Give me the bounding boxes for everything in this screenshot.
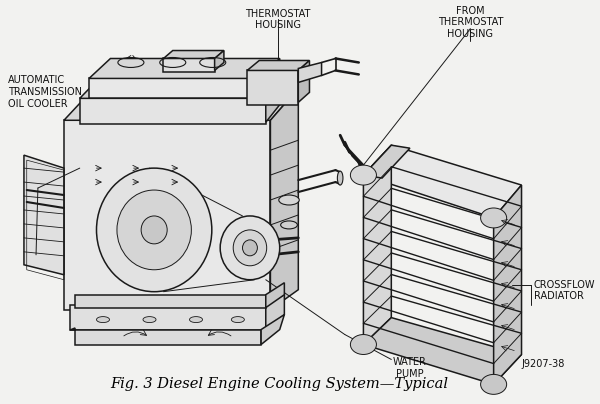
- Polygon shape: [364, 145, 521, 218]
- Polygon shape: [271, 88, 298, 309]
- Circle shape: [141, 216, 167, 244]
- Ellipse shape: [481, 208, 506, 228]
- Polygon shape: [298, 61, 310, 102]
- Ellipse shape: [143, 317, 156, 322]
- Polygon shape: [364, 318, 521, 384]
- Text: WATER
PUMP: WATER PUMP: [393, 358, 427, 379]
- Polygon shape: [80, 72, 287, 98]
- Circle shape: [117, 190, 191, 270]
- Text: THERMOSTAT
HOUSING: THERMOSTAT HOUSING: [245, 8, 311, 30]
- Polygon shape: [163, 50, 224, 59]
- Polygon shape: [364, 145, 410, 178]
- Text: Fig. 3 Diesel Engine Cooling System—Typical: Fig. 3 Diesel Engine Cooling System—Typi…: [111, 377, 449, 391]
- Ellipse shape: [281, 221, 298, 229]
- Text: J9207-38: J9207-38: [521, 360, 565, 369]
- Polygon shape: [89, 59, 280, 78]
- Circle shape: [233, 230, 266, 266]
- Polygon shape: [261, 59, 280, 95]
- Polygon shape: [24, 155, 64, 275]
- Ellipse shape: [279, 195, 299, 205]
- Ellipse shape: [481, 375, 506, 394]
- Polygon shape: [215, 50, 224, 70]
- Polygon shape: [266, 72, 287, 122]
- Polygon shape: [266, 283, 284, 307]
- Polygon shape: [261, 315, 284, 345]
- Polygon shape: [494, 185, 521, 384]
- Polygon shape: [364, 145, 391, 345]
- Text: AUTOMATIC
TRANSMISSION
OIL COOLER: AUTOMATIC TRANSMISSION OIL COOLER: [8, 76, 82, 109]
- Circle shape: [242, 240, 257, 256]
- Polygon shape: [75, 295, 266, 307]
- Ellipse shape: [350, 335, 376, 354]
- Ellipse shape: [232, 317, 244, 322]
- Ellipse shape: [350, 165, 376, 185]
- Circle shape: [97, 168, 212, 292]
- Polygon shape: [247, 70, 298, 105]
- Polygon shape: [70, 305, 266, 330]
- Ellipse shape: [337, 171, 343, 185]
- Polygon shape: [298, 63, 322, 82]
- Polygon shape: [266, 295, 284, 330]
- Polygon shape: [64, 88, 298, 120]
- Polygon shape: [247, 61, 310, 70]
- Ellipse shape: [97, 317, 110, 322]
- Circle shape: [220, 216, 280, 280]
- Polygon shape: [70, 328, 261, 345]
- Text: FROM
THERMOSTAT
HOUSING: FROM THERMOSTAT HOUSING: [437, 6, 503, 39]
- Ellipse shape: [190, 317, 203, 322]
- Polygon shape: [80, 98, 266, 124]
- Polygon shape: [64, 120, 271, 309]
- Text: CROSSFLOW
RADIATOR: CROSSFLOW RADIATOR: [533, 280, 595, 301]
- Polygon shape: [163, 59, 215, 72]
- Polygon shape: [89, 78, 261, 98]
